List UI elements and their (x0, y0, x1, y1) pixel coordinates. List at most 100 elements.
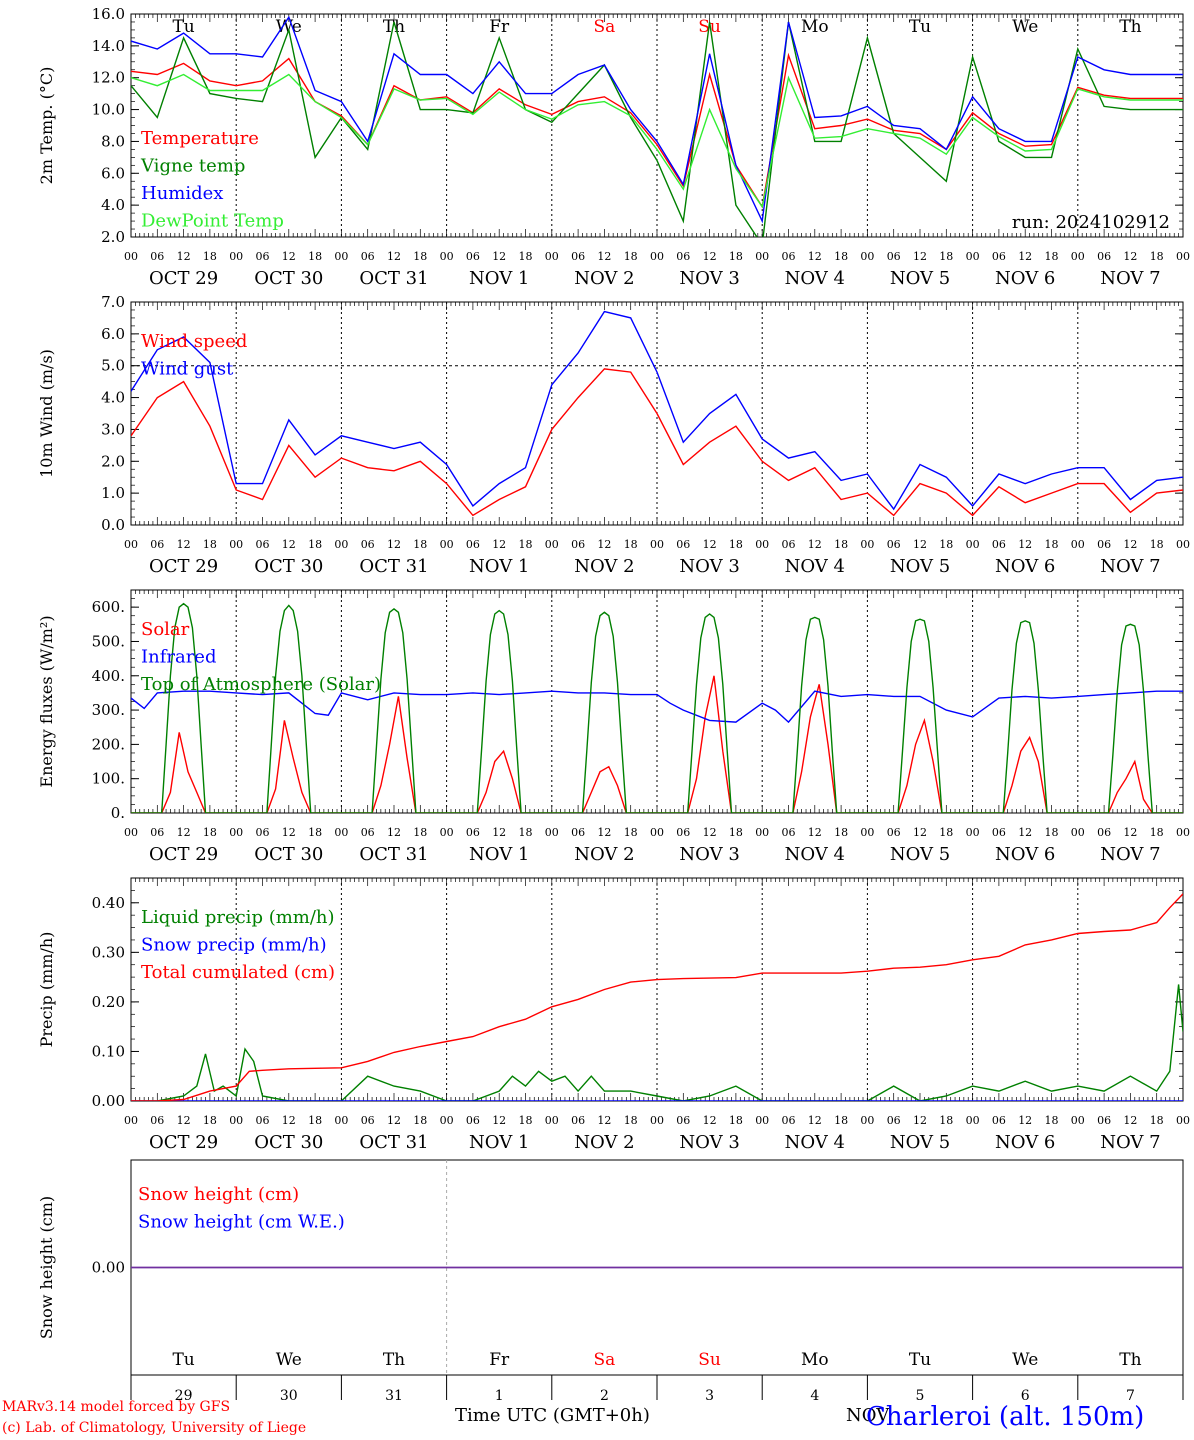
x-hour-label: 12 (492, 250, 506, 263)
x-hour-label: 06 (361, 1114, 375, 1127)
x-date-label: NOV 2 (574, 268, 634, 289)
chart-panel-4: 0.00 0.10 0.20 0.30 0.40 Precip (mm/h) 00 06 12 1… (37, 877, 1190, 1153)
x-hour-label: 06 (676, 538, 690, 551)
x-hour-label: 18 (729, 250, 743, 263)
x-hour-label: 00 (755, 1114, 769, 1127)
chart-panel-5: 0.00 Snow height (cm) Tu We Th Fr Sa Su Mo Tu We Th… (37, 1159, 1184, 1404)
x-hour-label: 12 (1123, 250, 1137, 263)
x-hour-label: 00 (966, 826, 980, 839)
x-hour-label: 06 (1097, 826, 1111, 839)
x-hour-label: 12 (703, 538, 717, 551)
x-hour-label: 00 (545, 826, 559, 839)
x-hour-label: 00 (650, 826, 664, 839)
credit-line-2: (c) Lab. of Climatology, University of L… (2, 1420, 307, 1436)
x-date-label: OCT 29 (149, 268, 218, 289)
day-number: 6 (1021, 1388, 1030, 1404)
day-number: 31 (385, 1388, 403, 1404)
day-name: We (1012, 17, 1038, 37)
x-hour-label: 18 (413, 826, 427, 839)
legend-entry: Vigne temp (140, 156, 245, 177)
x-hour-label: 00 (334, 826, 348, 839)
x-hour-label: 12 (492, 1114, 506, 1127)
y-tick-label: 0.40 (92, 894, 125, 912)
station-label: Charleroi (alt. 150m) (866, 1402, 1145, 1432)
x-hour-label: 06 (361, 538, 375, 551)
x-date-label: OCT 31 (359, 844, 428, 865)
x-hour-label: 06 (992, 826, 1006, 839)
y-tick-label: 1.0 (101, 484, 125, 502)
legend-entry: Infrared (141, 647, 216, 668)
x-hour-label: 12 (282, 1114, 296, 1127)
x-hour-label: 00 (1071, 1114, 1085, 1127)
x-date-label: NOV 5 (890, 844, 950, 865)
x-hour-label: 00 (440, 250, 454, 263)
chart-panel-1: 2.0 4.0 6.0 8.0 10.0 12.0 14.0 16.0 2m Temp. (°C… (37, 5, 1190, 289)
x-hour-label: 00 (860, 538, 874, 551)
x-hour-label: 00 (229, 538, 243, 551)
x-date-label: NOV 3 (679, 556, 739, 577)
x-hour-label: 06 (150, 1114, 164, 1127)
x-hour-label: 06 (256, 250, 270, 263)
x-hour-label: 12 (387, 250, 401, 263)
x-hour-label: 12 (597, 1114, 611, 1127)
series-line-1 (131, 984, 1183, 1101)
x-hour-label: 18 (308, 826, 322, 839)
x-hour-label: 00 (755, 538, 769, 551)
x-hour-label: 12 (1123, 1114, 1137, 1127)
x-hour-label: 00 (1176, 250, 1190, 263)
day-number: 5 (916, 1388, 925, 1404)
legend-entry: Top of Atmosphere (Solar) (141, 674, 381, 695)
y-tick-label: 0.00 (92, 1259, 125, 1277)
legend-entry: Liquid precip (mm/h) (141, 907, 335, 928)
x-hour-label: 18 (308, 250, 322, 263)
x-hour-label: 18 (519, 250, 533, 263)
day-name: Sa (594, 1350, 616, 1370)
legend-entry: Snow height (cm) (138, 1184, 299, 1205)
legend-entry: Humidex (141, 183, 223, 204)
x-hour-label: 18 (308, 538, 322, 551)
x-date-label: NOV 3 (679, 1132, 739, 1153)
x-date-label: NOV 7 (1100, 844, 1160, 865)
day-name: We (276, 1350, 302, 1370)
x-date-label: NOV 4 (785, 1132, 845, 1153)
x-date-label: OCT 31 (359, 268, 428, 289)
x-date-label: NOV 4 (785, 556, 845, 577)
x-hour-label: 18 (939, 826, 953, 839)
x-hour-label: 00 (545, 250, 559, 263)
x-hour-label: 12 (1123, 538, 1137, 551)
x-hour-label: 12 (703, 1114, 717, 1127)
x-hour-label: 18 (624, 538, 638, 551)
x-hour-label: 18 (203, 250, 217, 263)
x-hour-label: 00 (124, 250, 138, 263)
chart-panel-3: 0. 100. 200. 300. 400. 500. 600. Energy fluxes … (37, 589, 1190, 865)
x-date-label: NOV 4 (785, 268, 845, 289)
x-hour-label: 00 (966, 1114, 980, 1127)
x-hour-label: 06 (256, 538, 270, 551)
x-hour-label: 06 (256, 1114, 270, 1127)
day-name: Tu (172, 17, 194, 37)
x-hour-label: 06 (676, 1114, 690, 1127)
day-number: 4 (810, 1388, 819, 1404)
x-hour-label: 12 (913, 826, 927, 839)
x-date-label: OCT 31 (359, 556, 428, 577)
series-line-4 (131, 73, 1183, 209)
x-date-label: NOV 4 (785, 844, 845, 865)
x-date-label: NOV 7 (1100, 556, 1160, 577)
y-tick-label: 7.0 (101, 293, 125, 311)
x-hour-label: 18 (939, 250, 953, 263)
x-hour-label: 00 (650, 1114, 664, 1127)
series-line-3 (131, 602, 1183, 813)
x-hour-label: 00 (860, 826, 874, 839)
x-hour-label: 06 (887, 826, 901, 839)
x-hour-label: 06 (466, 826, 480, 839)
day-name: Th (383, 17, 405, 37)
y-axis-label: Precip (mm/h) (37, 932, 56, 1048)
x-hour-label: 00 (229, 250, 243, 263)
x-date-label: NOV 6 (995, 268, 1055, 289)
x-hour-label: 18 (1045, 1114, 1059, 1127)
x-hour-label: 12 (387, 538, 401, 551)
x-hour-label: 00 (860, 250, 874, 263)
x-hour-label: 06 (887, 1114, 901, 1127)
x-hour-label: 12 (282, 250, 296, 263)
x-hour-label: 18 (939, 1114, 953, 1127)
